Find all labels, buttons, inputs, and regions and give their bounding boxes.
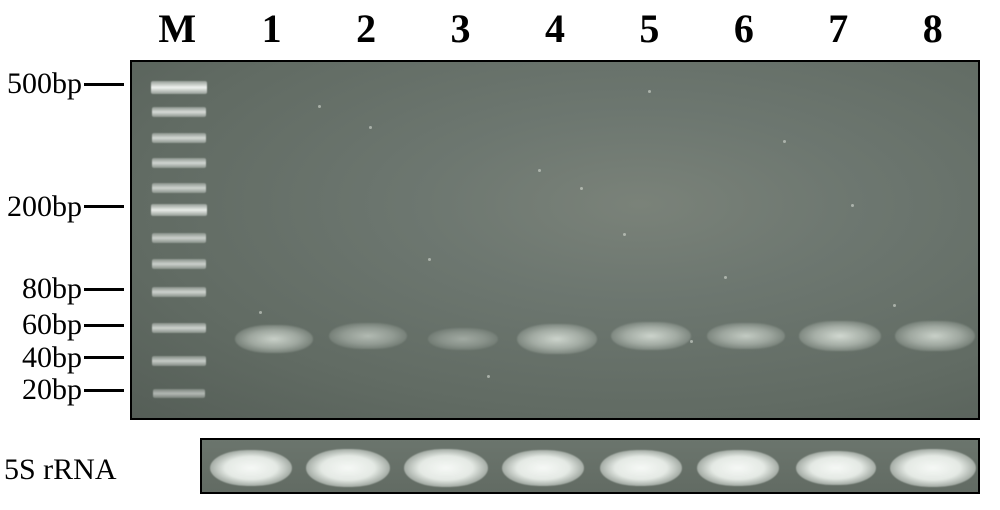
lane-label-7: 7	[791, 0, 885, 60]
gel-speck	[893, 304, 896, 307]
marker-label: 200bp	[7, 190, 124, 224]
ladder-band	[152, 287, 206, 297]
marker-tick	[84, 205, 124, 208]
ladder-band	[152, 183, 206, 193]
gel-speck	[259, 311, 262, 314]
lane-label-6: 6	[697, 0, 791, 60]
marker-label-text: 60bp	[22, 308, 82, 342]
gel-speck	[690, 340, 693, 343]
ladder-band	[152, 259, 206, 269]
lane-label-3: 3	[413, 0, 507, 60]
marker-labels-column: 500bp 200bp 80bp60bp40bp20bp	[0, 60, 130, 420]
marker-label-text: 80bp	[22, 272, 82, 306]
ladder-band	[151, 204, 207, 216]
ladder-band	[151, 81, 207, 94]
rrna-band	[404, 449, 488, 487]
marker-label-text: 500bp	[7, 67, 82, 101]
ladder-band	[152, 323, 206, 333]
rrna-band	[796, 451, 876, 485]
lane-label-M: M	[130, 0, 224, 60]
gel-speck	[724, 276, 727, 279]
sample-band	[428, 328, 498, 350]
sample-band	[235, 325, 313, 353]
ladder-band	[152, 133, 206, 143]
marker-label-text: 20bp	[22, 373, 82, 407]
gel-figure: M 1 2 3 4 5 6 7 8 500bp 200bp 80bp60bp40bp…	[0, 0, 1000, 510]
gel-background	[132, 62, 978, 418]
marker-tick	[84, 288, 124, 291]
gel-speck	[487, 375, 490, 378]
rrna-band	[502, 450, 584, 486]
marker-label: 500bp	[7, 67, 124, 101]
sample-band	[895, 321, 975, 351]
sample-band	[799, 321, 881, 351]
gel-speck	[318, 105, 321, 108]
sample-band	[707, 323, 785, 349]
marker-label: 80bp	[22, 272, 124, 306]
marker-label: 20bp	[22, 373, 124, 407]
ladder-band	[153, 389, 205, 398]
ladder-band	[152, 356, 206, 366]
marker-label-text: 40bp	[22, 341, 82, 375]
rrna-row-label: 5S rRNA	[0, 440, 130, 500]
marker-label: 60bp	[22, 308, 124, 342]
gel-speck	[369, 126, 372, 129]
sample-band	[329, 323, 407, 349]
ladder-band	[152, 233, 206, 243]
rrna-band	[890, 449, 976, 487]
lane-labels-row: M 1 2 3 4 5 6 7 8	[130, 0, 980, 60]
sample-band	[611, 322, 691, 350]
gel-speck	[428, 258, 431, 261]
rrna-band	[697, 450, 779, 486]
lane-label-2: 2	[319, 0, 413, 60]
lane-label-5: 5	[602, 0, 696, 60]
gel-speck	[538, 169, 541, 172]
lane-label-1: 1	[224, 0, 318, 60]
lane-label-8: 8	[886, 0, 980, 60]
marker-tick	[84, 356, 124, 359]
main-gel-panel	[130, 60, 980, 420]
marker-tick	[84, 83, 124, 86]
sample-band	[517, 324, 597, 354]
marker-label: 40bp	[22, 341, 124, 375]
marker-tick	[84, 389, 124, 392]
rrna-band	[210, 450, 292, 486]
rrna-gel-strip	[200, 438, 980, 494]
marker-label-text: 200bp	[7, 190, 82, 224]
gel-speck	[648, 90, 651, 93]
gel-speck	[851, 204, 854, 207]
rrna-band	[600, 450, 682, 486]
ladder-band	[152, 158, 206, 168]
marker-tick	[84, 324, 124, 327]
ladder-band	[152, 107, 206, 117]
rrna-band	[306, 449, 390, 487]
gel-speck	[783, 140, 786, 143]
lane-label-4: 4	[508, 0, 602, 60]
gel-speck	[623, 233, 626, 236]
gel-speck	[580, 187, 583, 190]
